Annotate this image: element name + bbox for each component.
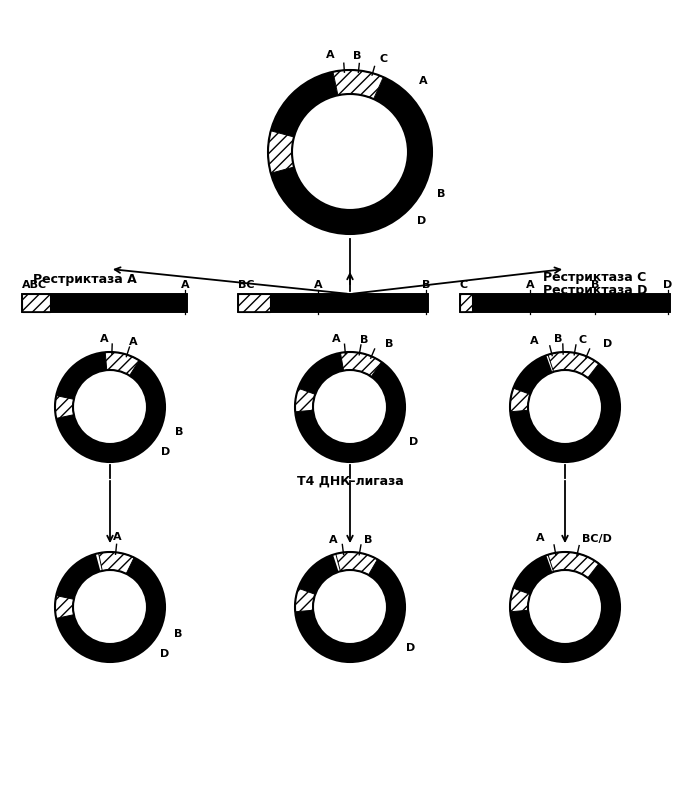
Wedge shape [55,553,165,662]
Text: B: B [174,628,182,638]
Text: A: A [536,533,545,542]
Text: A: A [113,532,122,541]
Text: B: B [175,426,183,436]
Wedge shape [295,589,315,612]
Wedge shape [55,396,74,419]
Wedge shape [268,73,432,235]
Text: A: A [530,335,538,346]
Bar [460,294,472,313]
Text: B: B [364,534,372,545]
Wedge shape [510,589,530,612]
Text: A: A [314,280,322,290]
Wedge shape [55,353,165,463]
Wedge shape [268,132,294,174]
Bar [238,294,270,313]
Wedge shape [295,553,405,662]
Text: A: A [526,280,534,290]
Wedge shape [510,389,530,412]
Wedge shape [510,556,620,662]
Text: B: B [360,334,368,345]
Text: D: D [409,437,419,447]
Text: Рестриктаза A: Рестриктаза A [33,273,137,286]
Text: Рестриктаза B: Рестриктаза B [258,298,362,311]
Text: B: B [422,280,430,290]
Text: B: B [353,51,361,60]
Text: B: B [385,339,393,349]
Text: Рестриктаза D: Рестриктаза D [542,284,648,297]
Text: BC: BC [238,280,255,290]
Wedge shape [295,353,405,463]
Text: A: A [326,51,335,60]
Text: A: A [332,334,340,344]
Wedge shape [548,353,599,379]
Text: C: C [460,280,468,290]
Wedge shape [510,553,620,662]
Bar [50,294,187,313]
Text: A: A [129,337,138,347]
Bar [238,294,428,313]
Text: D: D [406,642,415,652]
Wedge shape [295,389,315,412]
Text: B: B [437,188,445,198]
Text: ABC: ABC [22,280,47,290]
Bar [270,294,428,313]
Text: A: A [181,280,189,290]
Wedge shape [99,553,134,574]
Text: A: A [419,76,428,87]
Text: A: A [100,334,108,343]
Bar [22,294,187,313]
Bar [472,294,670,313]
Text: D: D [161,447,171,457]
Wedge shape [295,353,405,463]
Text: Рестриктаза C: Рестриктаза C [543,270,647,283]
Text: B: B [554,334,563,343]
Wedge shape [336,553,377,575]
Wedge shape [510,353,620,463]
Wedge shape [333,71,384,100]
Text: Т4 ДНК-лигаза: Т4 ДНК-лигаза [297,475,403,488]
Wedge shape [340,353,382,377]
Wedge shape [55,596,74,618]
Text: A: A [329,534,338,544]
Wedge shape [295,555,405,662]
Bar [238,294,428,313]
Text: D: D [160,648,169,658]
Wedge shape [548,553,599,578]
Text: B: B [591,280,599,290]
Bar [22,294,50,313]
Text: D: D [417,216,426,225]
Wedge shape [55,353,165,463]
Wedge shape [268,71,432,235]
Bar [460,294,670,313]
Wedge shape [510,356,620,463]
Wedge shape [55,554,165,662]
Wedge shape [105,353,139,376]
Text: D: D [664,280,673,290]
Bar [460,294,670,313]
Bar [22,294,187,313]
Text: BC/D: BC/D [582,533,612,543]
Text: D: D [603,339,612,349]
Text: C: C [579,334,587,345]
Text: C: C [380,54,388,63]
